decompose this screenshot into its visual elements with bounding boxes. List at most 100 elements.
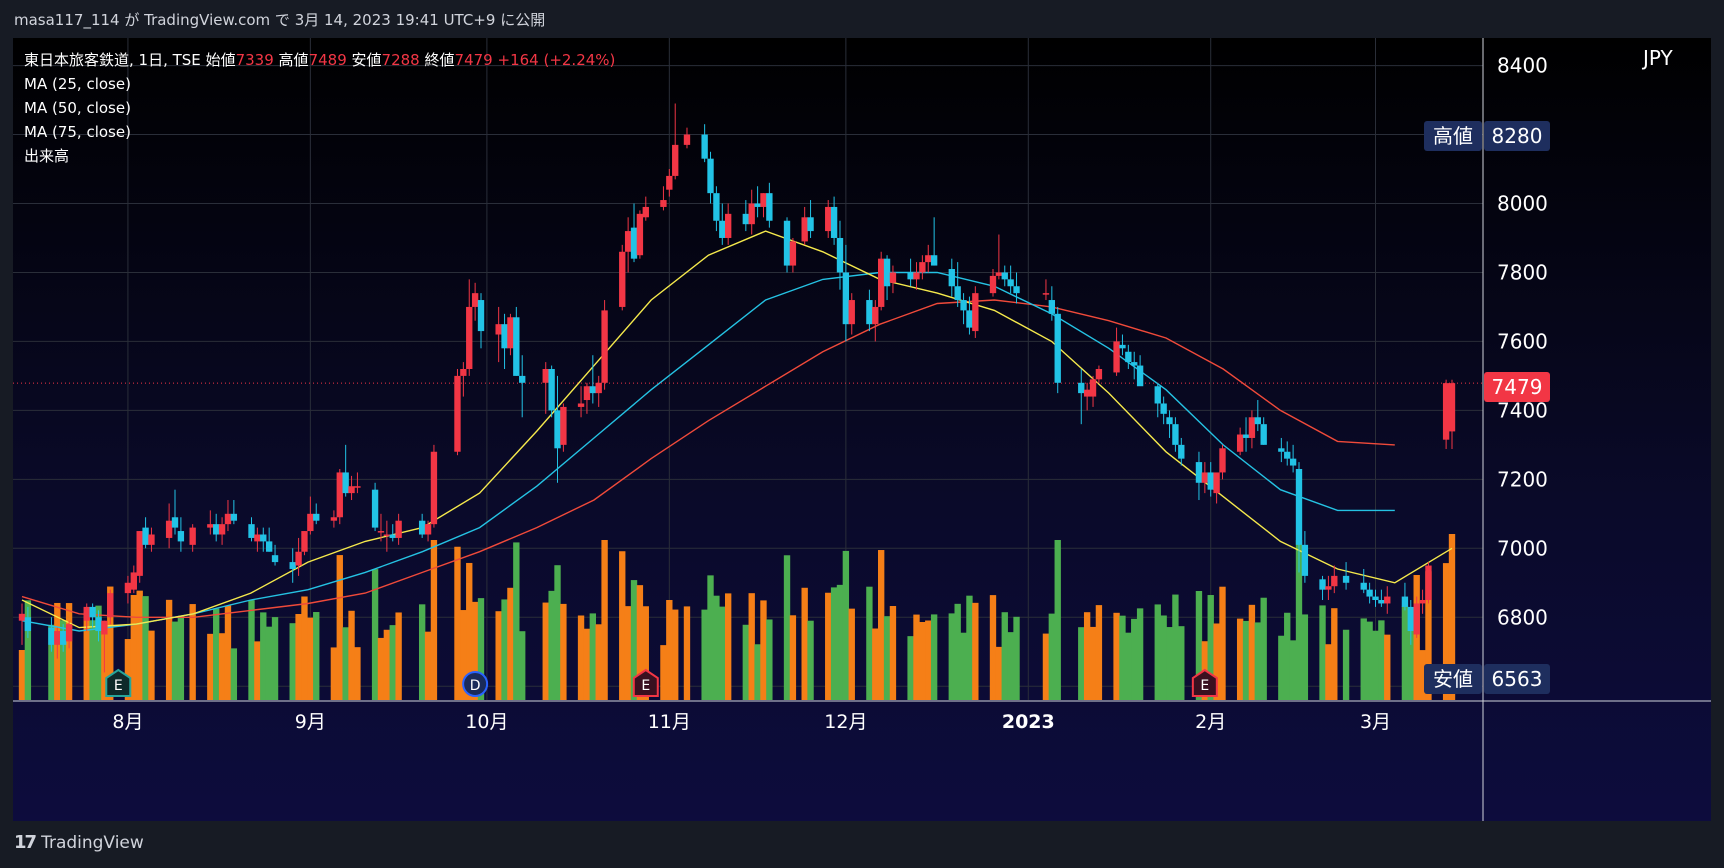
current-price-badge: 7479 — [1484, 372, 1550, 402]
volume-bar — [1166, 627, 1173, 700]
candle-body — [307, 513, 314, 532]
candle-body — [1378, 600, 1385, 604]
ohlc-row: 東日本旅客鉄道, 1日, TSE 始値7339 高値7489 安値7288 終値… — [24, 48, 615, 72]
candle-body — [1207, 472, 1214, 490]
candle-body — [1095, 369, 1103, 380]
price-tick-label: 7600 — [1497, 329, 1548, 353]
footer-brand[interactable]: 17 TradingView — [14, 832, 144, 853]
candle-body — [960, 300, 967, 311]
volume-bar — [919, 622, 926, 700]
volume-bar — [1213, 623, 1220, 700]
candle-body — [1154, 386, 1161, 404]
candle-body — [83, 606, 90, 621]
candle-body — [1131, 362, 1138, 366]
candle-body — [18, 613, 26, 621]
volume-bar — [18, 650, 26, 700]
candle-body — [1136, 365, 1144, 387]
volume-bar — [1125, 632, 1132, 700]
volume-bar — [1301, 614, 1309, 700]
volume-bar — [713, 595, 720, 700]
volume-bar — [1083, 612, 1091, 700]
volume-bar — [424, 631, 432, 700]
volume-bar — [1442, 563, 1450, 700]
volume-bar — [1319, 605, 1326, 700]
volume-bar — [948, 613, 955, 700]
volume-bar — [683, 606, 691, 700]
indicator-volume[interactable]: 出来高 — [24, 147, 70, 165]
candle-body — [748, 203, 755, 225]
volume-bar — [342, 627, 349, 700]
candle-body — [1372, 596, 1379, 601]
volume-bar — [1001, 612, 1008, 700]
candle-body — [460, 369, 467, 376]
volume-bar — [548, 590, 555, 700]
candle-body — [1413, 603, 1420, 635]
symbol-label[interactable]: 東日本旅客鉄道, 1日, TSE — [24, 51, 201, 69]
volume-bar — [289, 623, 296, 700]
volume-bar — [354, 647, 361, 700]
candle-body — [1195, 462, 1203, 483]
candle-body — [883, 258, 891, 287]
volume-bar — [989, 595, 997, 700]
candle-body — [471, 293, 479, 307]
volume-bar — [1260, 597, 1267, 700]
volume-bar — [477, 598, 485, 700]
publish-line: masa117_114 が TradingView.com で 3月 14, 2… — [14, 11, 546, 29]
time-axis-label: 9月 — [295, 711, 326, 733]
volume-bar — [877, 550, 885, 700]
volume-bar — [1407, 619, 1414, 700]
candle-body — [742, 213, 750, 225]
candle-body — [207, 524, 214, 528]
candle-body — [601, 310, 608, 383]
high-badge-value: 8280 — [1484, 121, 1550, 151]
ma50-line — [21, 271, 1395, 632]
candle-body — [254, 534, 261, 542]
candle-body — [260, 534, 267, 542]
candle-body — [1254, 417, 1261, 425]
volume-bar — [1325, 644, 1332, 700]
volume-bar — [1419, 650, 1426, 700]
candle-body — [65, 624, 73, 642]
volume-bar — [624, 606, 632, 700]
volume-bar — [789, 615, 797, 700]
volume-bar — [371, 569, 379, 700]
candle-body — [289, 562, 296, 569]
candle-body — [1242, 434, 1250, 438]
indicator-ma50[interactable]: MA (50, close) — [24, 99, 131, 117]
volume-bar — [601, 540, 608, 700]
indicator-ma25[interactable]: MA (25, close) — [24, 75, 131, 93]
volume-bar — [301, 596, 308, 700]
volume-bar — [925, 620, 932, 700]
volume-bar — [589, 613, 597, 700]
candle-body — [1166, 417, 1173, 425]
volume-bar — [742, 624, 750, 700]
candle-body — [371, 489, 379, 528]
volume-bar — [189, 604, 196, 700]
volume-bar — [1366, 621, 1373, 700]
volume-bar — [1295, 540, 1303, 700]
candle-body — [666, 175, 673, 190]
indicator-ma75[interactable]: MA (75, close) — [24, 123, 131, 141]
open-label: 始値 — [205, 51, 236, 69]
time-axis-label: 3月 — [1360, 711, 1391, 733]
volume-bar — [1048, 613, 1056, 700]
candle-body — [872, 306, 879, 325]
volume-bar — [966, 595, 973, 700]
candle-body — [583, 386, 591, 401]
volume-bar — [783, 555, 791, 700]
volume-bar — [313, 612, 320, 700]
volume-bar — [619, 551, 626, 700]
low-label: 安値 — [351, 51, 382, 69]
volume-bar — [848, 608, 855, 700]
volume-bar — [148, 630, 155, 700]
price-tick-label: 7000 — [1497, 536, 1548, 560]
volume-bar — [1131, 618, 1138, 700]
volume-bar — [24, 600, 32, 700]
currency-label[interactable]: JPY — [1643, 46, 1673, 70]
candle-body — [1054, 313, 1061, 383]
candle-body — [348, 486, 355, 494]
event-marker-letter: E — [1200, 678, 1209, 694]
candle-body — [124, 582, 132, 594]
candle-body — [313, 513, 320, 521]
